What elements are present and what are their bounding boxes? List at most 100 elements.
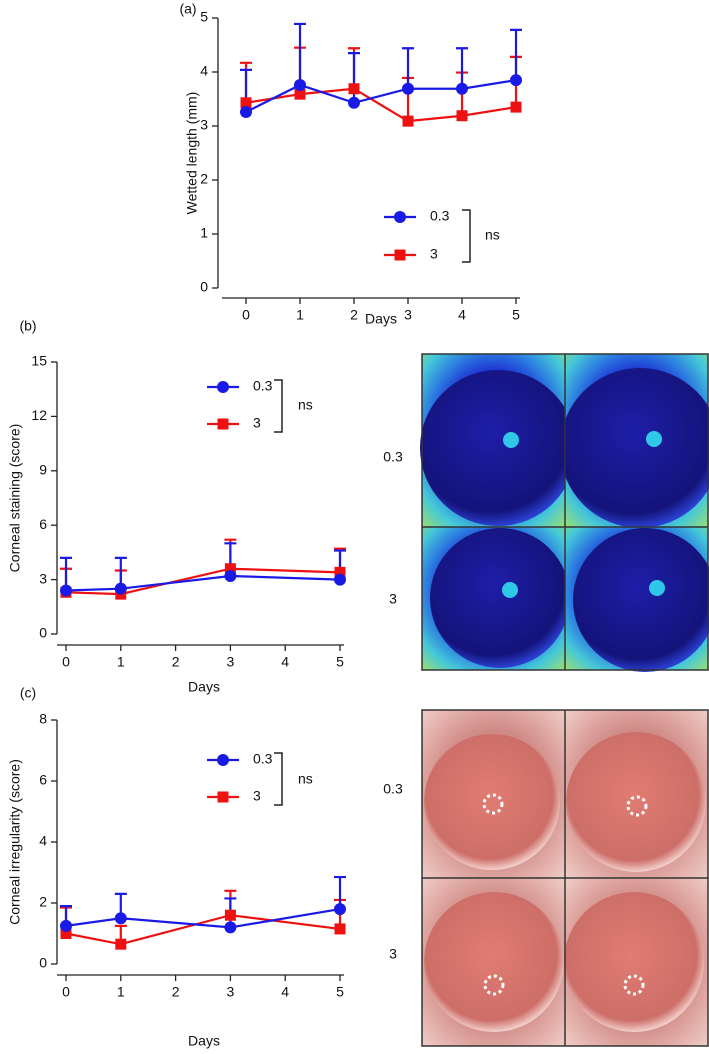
legend-label: 3 xyxy=(253,788,261,804)
y-tick-label: 15 xyxy=(31,353,47,369)
marker xyxy=(294,78,306,91)
y-tick-label: 6 xyxy=(39,516,47,532)
x-tick-label: 4 xyxy=(281,984,289,1000)
y-tick-label: 2 xyxy=(39,894,47,910)
x-tick-label: 3 xyxy=(227,654,235,670)
legend-marker xyxy=(217,381,229,393)
y-tick-label: 3 xyxy=(39,570,47,586)
row-label: 3 xyxy=(389,591,397,607)
marker xyxy=(224,921,237,934)
y-tick-label: 4 xyxy=(39,833,47,849)
annotation: ns xyxy=(298,771,313,787)
legend-label: 0.3 xyxy=(253,751,273,767)
marker xyxy=(334,566,346,578)
marker xyxy=(240,105,252,118)
marker xyxy=(402,115,414,127)
y-tick-label: 4 xyxy=(200,63,208,79)
marker xyxy=(348,83,360,95)
marker xyxy=(294,88,306,100)
x-tick-label: 5 xyxy=(512,307,520,323)
marker xyxy=(60,584,72,597)
y-tick-label: 12 xyxy=(31,407,47,423)
legend-label: 3 xyxy=(430,246,438,262)
x-axis-title: Days xyxy=(188,1033,220,1049)
annotation: ns xyxy=(485,227,500,243)
series-line xyxy=(245,79,517,113)
y-axis-title: Corneal staining (score) xyxy=(7,424,23,573)
legend-label: 0.3 xyxy=(253,378,273,394)
panel-label: (c) xyxy=(20,685,36,701)
x-tick-label: 1 xyxy=(296,307,304,323)
x-tick-label: 2 xyxy=(172,984,180,1000)
marker xyxy=(334,573,346,586)
error-bar xyxy=(294,22,306,85)
x-tick-label: 0 xyxy=(62,654,70,670)
panel-label: (b) xyxy=(19,318,36,334)
y-axis-title: Corneal irregularity (score) xyxy=(7,759,23,925)
error-bar xyxy=(510,28,522,81)
legend-label: 0.3 xyxy=(430,208,450,224)
y-tick-label: 0 xyxy=(200,279,208,295)
x-axis-title: Days xyxy=(365,311,397,327)
annotation: ns xyxy=(298,397,313,413)
marker xyxy=(224,569,237,582)
legend-marker xyxy=(394,249,406,261)
marker xyxy=(348,96,360,109)
legend-marker xyxy=(217,754,229,766)
y-tick-label: 8 xyxy=(39,711,47,727)
panel-label: (a) xyxy=(179,1,196,17)
y-tick-label: 2 xyxy=(200,171,208,187)
legend-marker xyxy=(394,211,406,223)
x-tick-label: 3 xyxy=(227,984,235,1000)
y-tick-label: 1 xyxy=(200,225,208,241)
significance-bracket xyxy=(274,379,283,433)
marker xyxy=(456,82,468,95)
y-axis-title: Wetted length (mm) xyxy=(184,92,200,215)
x-tick-label: 0 xyxy=(242,307,250,323)
error-bar xyxy=(348,52,360,103)
marker xyxy=(224,909,236,921)
marker xyxy=(114,582,127,595)
x-tick-label: 2 xyxy=(172,654,180,670)
marker xyxy=(456,110,468,122)
legend-label: 3 xyxy=(253,415,261,431)
marker xyxy=(240,97,252,109)
row-label: 0.3 xyxy=(383,781,403,797)
series-line xyxy=(65,574,341,592)
x-tick-label: 3 xyxy=(404,307,412,323)
error-bar xyxy=(402,47,414,89)
x-tick-label: 1 xyxy=(117,654,125,670)
fluorescein-photos xyxy=(420,353,709,672)
placido-photos xyxy=(421,709,709,1047)
marker xyxy=(334,923,346,935)
significance-bracket xyxy=(274,752,283,806)
y-tick-label: 5 xyxy=(200,9,208,25)
photo-panels: 0.3 3 0.3 3 xyxy=(383,353,709,1047)
x-axis-title: Days xyxy=(188,679,220,695)
y-tick-label: 0 xyxy=(39,955,47,971)
x-tick-label: 0 xyxy=(62,984,70,1000)
y-tick-label: 9 xyxy=(39,462,47,478)
row-label: 3 xyxy=(389,946,397,962)
marker xyxy=(510,74,522,87)
x-tick-label: 4 xyxy=(281,654,289,670)
significance-bracket xyxy=(462,209,471,263)
marker xyxy=(510,101,522,113)
series-line xyxy=(65,914,341,946)
y-tick-label: 0 xyxy=(39,625,47,641)
series-line xyxy=(245,87,517,123)
legend-marker xyxy=(217,418,229,430)
y-tick-label: 6 xyxy=(39,772,47,788)
marker xyxy=(402,82,414,95)
series-line xyxy=(65,908,341,929)
legend-marker xyxy=(217,791,229,803)
y-tick-label: 3 xyxy=(200,117,208,133)
marker xyxy=(60,919,72,932)
x-tick-label: 2 xyxy=(350,307,358,323)
marker xyxy=(224,563,236,575)
marker xyxy=(60,928,72,939)
x-tick-label: 4 xyxy=(458,307,466,323)
x-tick-label: 5 xyxy=(336,984,344,1000)
